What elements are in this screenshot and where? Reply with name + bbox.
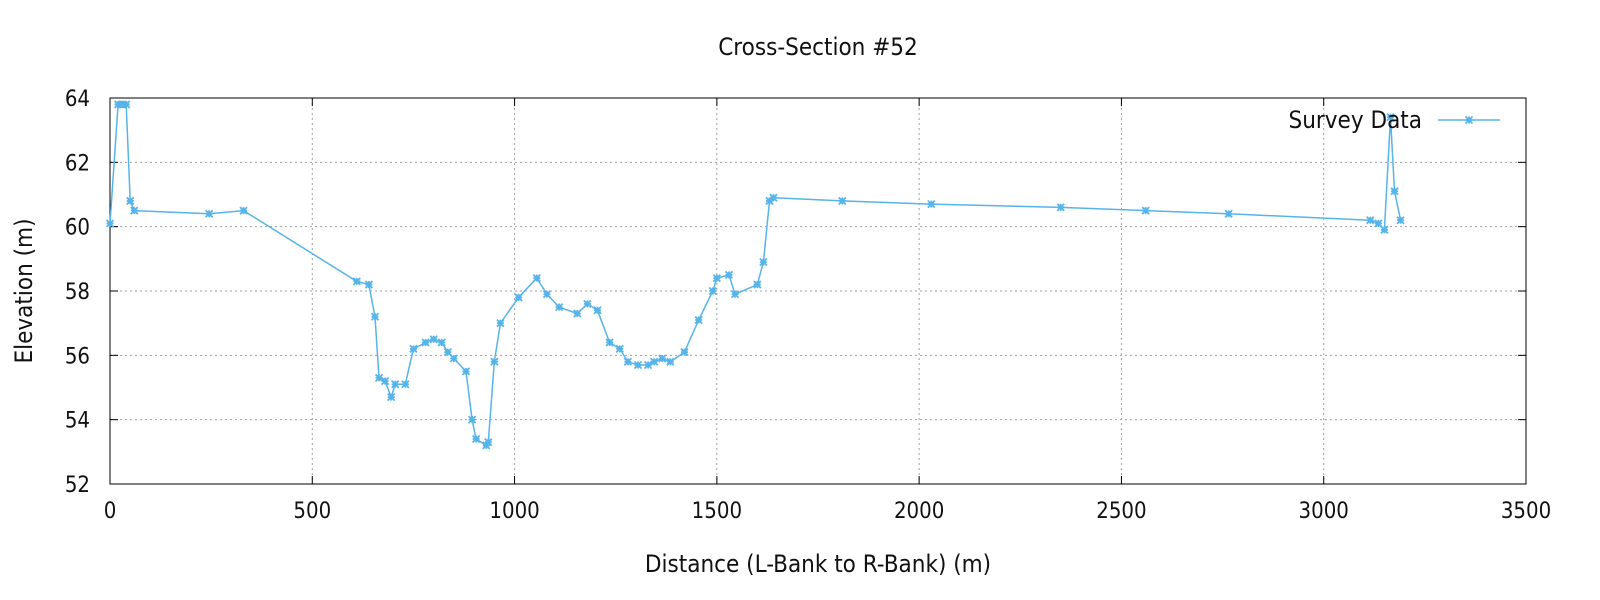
y-axis-title: Elevation (m) <box>10 218 38 363</box>
series-line-survey-data <box>109 103 1402 447</box>
data-point <box>105 219 115 228</box>
data-point <box>532 273 541 283</box>
data-point <box>122 100 131 109</box>
data-point <box>615 344 624 354</box>
data-point <box>429 335 438 344</box>
data-point <box>437 338 446 347</box>
data-point <box>927 200 936 209</box>
data-point <box>753 280 762 289</box>
data-point <box>769 193 778 202</box>
data-point <box>370 312 380 321</box>
legend-label-survey-data: Survey Data <box>1288 106 1422 134</box>
data-point <box>1224 209 1233 218</box>
y-tick-label: 58 <box>65 280 90 305</box>
y-tick-label: 60 <box>65 216 90 241</box>
legend-marker-point <box>1464 115 1474 125</box>
data-point <box>1056 203 1065 212</box>
data-point <box>490 357 499 366</box>
y-tick-label: 52 <box>65 473 90 498</box>
data-point <box>573 309 582 318</box>
x-tick-label: 3000 <box>1299 499 1349 524</box>
x-tick-label: 0 <box>104 499 117 524</box>
y-tick-label: 54 <box>65 409 90 434</box>
x-tick-label: 3500 <box>1501 499 1551 524</box>
data-point <box>352 277 361 286</box>
data-point <box>514 293 523 302</box>
x-tick-label: 500 <box>293 499 331 524</box>
y-tick-label: 62 <box>65 151 90 176</box>
data-point <box>496 319 505 328</box>
data-point <box>712 273 721 283</box>
data-point <box>421 338 430 347</box>
x-axis-title: Distance (L-Bank to R-Bank) (m) <box>645 550 991 578</box>
data-point <box>126 196 135 206</box>
data-point <box>484 438 493 447</box>
data-point <box>694 315 703 325</box>
legend-marker-icon <box>1464 115 1474 125</box>
data-point <box>472 434 481 444</box>
data-point <box>467 415 477 424</box>
data-point <box>391 380 400 389</box>
data-point <box>838 196 847 206</box>
data-point <box>680 347 689 357</box>
axes-layer: 0 500 1000 1500 2000 2500 3000 3500 52 54 56 58 60 62… <box>65 87 1551 524</box>
data-point <box>409 344 418 354</box>
series-layer <box>105 100 1405 450</box>
data-point <box>380 376 390 386</box>
grid-layer <box>110 98 1526 484</box>
data-point <box>364 280 374 289</box>
data-point <box>204 209 214 218</box>
legend: Survey Data <box>1288 106 1500 134</box>
data-point <box>1386 113 1395 122</box>
data-point <box>554 302 564 312</box>
data-point <box>593 306 602 315</box>
data-point <box>605 338 614 347</box>
data-point <box>666 357 675 366</box>
data-point <box>130 206 139 215</box>
data-point <box>583 299 592 309</box>
data-point <box>633 360 643 370</box>
data-point <box>1396 216 1405 225</box>
data-point <box>449 354 459 363</box>
data-point <box>542 290 552 299</box>
data-point <box>1141 206 1150 215</box>
data-point <box>730 290 740 299</box>
x-tick-label: 2500 <box>1096 499 1146 524</box>
x-tick-label: 1000 <box>489 499 539 524</box>
data-point <box>623 357 632 366</box>
y-tick-label: 64 <box>65 87 90 112</box>
data-point <box>1374 219 1383 228</box>
data-point <box>1366 216 1375 225</box>
data-point <box>708 286 717 296</box>
y-tick-label: 56 <box>65 344 90 369</box>
data-point <box>1380 225 1389 235</box>
data-point <box>658 354 667 363</box>
data-point <box>387 393 396 402</box>
data-point <box>461 367 471 376</box>
data-point <box>759 257 768 267</box>
data-point <box>650 357 659 366</box>
data-point <box>401 380 410 389</box>
data-point <box>443 347 452 357</box>
data-point <box>1390 187 1399 196</box>
plot-frame <box>109 97 1527 485</box>
x-tick-label: 2000 <box>894 499 944 524</box>
data-point <box>724 270 734 280</box>
x-tick-label: 1500 <box>692 499 742 524</box>
chart-title: Cross-Section #52 <box>718 33 918 61</box>
data-point <box>239 206 248 215</box>
